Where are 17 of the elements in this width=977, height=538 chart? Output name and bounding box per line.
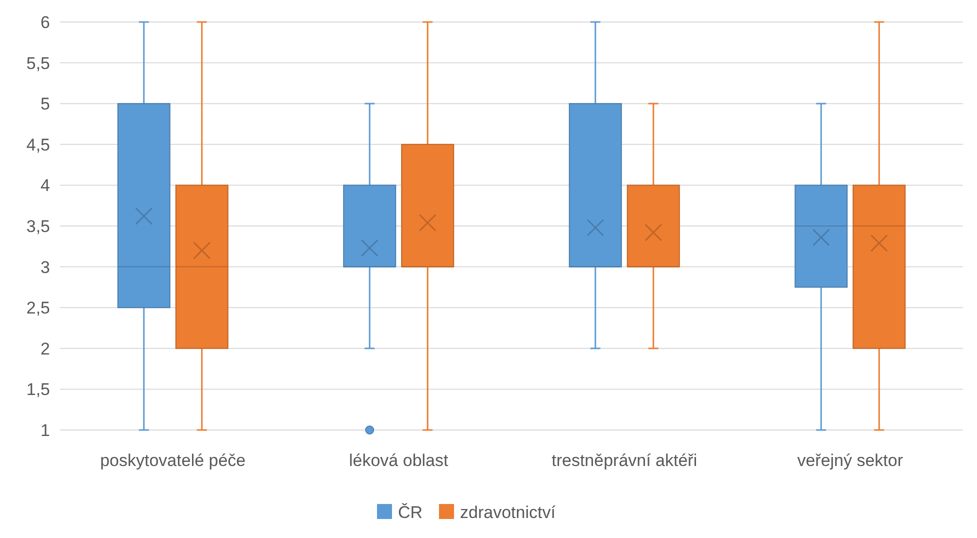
y-tick-label: 1,5	[26, 380, 50, 400]
y-tick-label: 4,5	[26, 135, 50, 154]
y-tick-label: 3,5	[26, 216, 50, 236]
y-tick-label: 5	[40, 94, 50, 114]
legend-label: ČR	[398, 502, 423, 522]
x-tick-label: poskytovatelé péče	[100, 451, 246, 470]
legend-label: zdravotnictví	[460, 502, 556, 522]
y-tick-label: 5,5	[26, 54, 50, 73]
y-tick-label: 3	[40, 258, 50, 277]
x-tick-label: veřejný sektor	[797, 451, 904, 470]
x-tick-label: léková oblast	[349, 451, 449, 470]
x-tick-label: trestněprávní aktéři	[552, 451, 698, 470]
y-tick-label: 1	[40, 420, 50, 440]
y-tick-label: 6	[40, 12, 50, 32]
y-tick-label: 4	[40, 176, 50, 196]
y-tick-label: 2	[40, 339, 50, 358]
y-tick-label: 2,5	[26, 298, 50, 318]
